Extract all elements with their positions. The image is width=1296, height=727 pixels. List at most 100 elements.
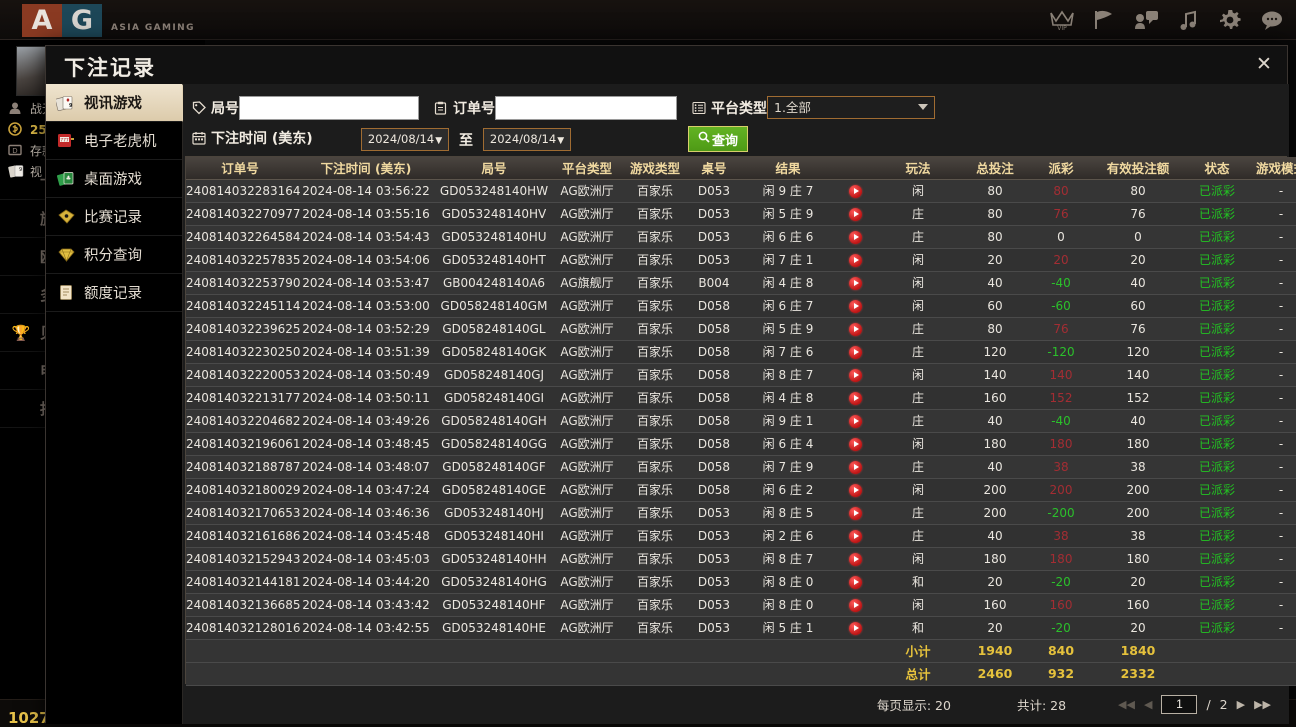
play-button-icon[interactable]: [848, 253, 862, 267]
table-row[interactable]: 240814032136685 2024-08-14 03:43:42 GD0532…: [186, 593, 1296, 617]
time-cell: 2024-08-14 03:48:07: [294, 455, 438, 479]
result-cell: 闲 8 庄 0: [742, 570, 834, 594]
table-row[interactable]: 240814032257835 2024-08-14 03:54:06 GD0532…: [186, 248, 1296, 272]
next-page-icon[interactable]: ▶: [1236, 697, 1246, 711]
last-page-icon[interactable]: ▶▶: [1254, 697, 1271, 711]
bet-amount-cell: 200: [960, 501, 1030, 525]
table-row[interactable]: 240814032283164 2024-08-14 03:56:22 GD0532…: [186, 179, 1296, 203]
play-button-icon[interactable]: [848, 621, 862, 635]
music-note-icon[interactable]: [1172, 4, 1204, 36]
date-from-picker[interactable]: 2024/08/14▼: [361, 128, 449, 151]
mode-cell: -: [1250, 271, 1296, 295]
table-row[interactable]: 240814032144181 2024-08-14 03:44:20 GD0532…: [186, 570, 1296, 594]
payout-cell: 180: [1030, 432, 1092, 456]
valid-bet-cell: 20: [1092, 616, 1184, 640]
replay-cell: [834, 363, 876, 387]
play-button-icon[interactable]: [848, 506, 862, 520]
support-headset-icon[interactable]: [1130, 4, 1162, 36]
play-button-icon[interactable]: [848, 552, 862, 566]
table-row[interactable]: 240814032170653 2024-08-14 03:46:36 GD0532…: [186, 501, 1296, 525]
play-button-icon[interactable]: [848, 437, 862, 451]
play-button-icon[interactable]: [848, 184, 862, 198]
flag-icon[interactable]: [1088, 4, 1120, 36]
order-input[interactable]: [495, 96, 677, 120]
play-button-icon[interactable]: [848, 460, 862, 474]
table-row[interactable]: 240814032196061 2024-08-14 03:48:45 GD0582…: [186, 432, 1296, 456]
table-row[interactable]: 240814032264584 2024-08-14 03:54:43 GD0532…: [186, 225, 1296, 249]
list-icon: [691, 100, 706, 115]
sidebar-item-match-records[interactable]: 比赛记录: [46, 198, 182, 236]
sidebar-item-points-query[interactable]: 积分查询: [46, 236, 182, 274]
col-bet: 总投注: [960, 157, 1030, 180]
close-icon[interactable]: ✕: [1256, 53, 1272, 75]
platform-select[interactable]: 1.全部: [767, 96, 935, 119]
table-row[interactable]: 240814032161686 2024-08-14 03:45:48 GD0532…: [186, 524, 1296, 548]
table-no-cell: D058: [686, 317, 742, 341]
chat-bubble-icon[interactable]: [1256, 4, 1288, 36]
sidebar-item-table-games[interactable]: ♣ 桌面游戏: [46, 160, 182, 198]
play-type-cell: 和: [876, 570, 960, 594]
vip-crown-icon[interactable]: VIP: [1046, 4, 1078, 36]
sidebar-item-slot-machine[interactable]: 777 电子老虎机: [46, 122, 182, 160]
result-cell: 闲 8 庄 7: [742, 547, 834, 571]
game-type-cell: 百家乐: [624, 340, 686, 364]
play-button-icon[interactable]: [848, 322, 862, 336]
play-button-icon[interactable]: [848, 368, 862, 382]
play-button-icon[interactable]: [848, 529, 862, 543]
table-row[interactable]: 240814032230250 2024-08-14 03:51:39 GD0582…: [186, 340, 1296, 364]
query-button[interactable]: 查询: [688, 126, 748, 152]
round-cell: GD053248140HV: [438, 202, 550, 226]
video-row[interactable]: 9 视: [8, 161, 198, 182]
play-button-icon[interactable]: [848, 345, 862, 359]
col-valid-bet: 有效投注额: [1092, 157, 1184, 180]
table-row[interactable]: 240814032128016 2024-08-14 03:42:55 GD0532…: [186, 616, 1296, 640]
date-to-picker[interactable]: 2024/08/14▼: [483, 128, 571, 151]
video-label: 视: [30, 165, 43, 179]
col-platform: 平台类型: [550, 157, 624, 180]
status-cell: 已派彩: [1184, 478, 1250, 502]
time-label: 下注时间 (美东): [211, 131, 313, 147]
play-type-cell: 闲: [876, 179, 960, 203]
sidebar-item-video-games[interactable]: ♦ 9 视讯游戏: [46, 84, 195, 122]
table-row[interactable]: 240814032188787 2024-08-14 03:48:07 GD0582…: [186, 455, 1296, 479]
play-button-icon[interactable]: [848, 391, 862, 405]
platform-cell: AG欧洲厅: [550, 547, 624, 571]
order-cell: 240814032220053: [186, 363, 301, 387]
play-button-icon[interactable]: [848, 575, 862, 589]
first-page-icon[interactable]: ◀◀: [1118, 697, 1135, 711]
bet-amount-cell: 160: [960, 386, 1030, 410]
play-button-icon[interactable]: [848, 483, 862, 497]
round-input[interactable]: [239, 96, 419, 120]
game-type-cell: 百家乐: [624, 455, 686, 479]
table-row[interactable]: 240814032152943 2024-08-14 03:45:03 GD0532…: [186, 547, 1296, 571]
play-button-icon[interactable]: [848, 299, 862, 313]
sidebar-item-credit-records[interactable]: 额度记录: [46, 274, 182, 312]
page-input[interactable]: [1161, 694, 1198, 714]
round-cell: GD053248140HE: [438, 616, 550, 640]
prev-page-icon[interactable]: ◀: [1143, 697, 1153, 711]
result-cell: 闲 5 庄 1: [742, 616, 834, 640]
table-row[interactable]: 240814032220053 2024-08-14 03:50:49 GD0582…: [186, 363, 1296, 387]
table-row[interactable]: 240814032239625 2024-08-14 03:52:29 GD0582…: [186, 317, 1296, 341]
table-row[interactable]: 240814032213177 2024-08-14 03:50:11 GD0582…: [186, 386, 1296, 410]
table-row[interactable]: 240814032253790 2024-08-14 03:53:47 GB0042…: [186, 271, 1296, 295]
time-cell: 2024-08-14 03:48:45: [294, 432, 438, 456]
play-button-icon[interactable]: [848, 230, 862, 244]
mode-cell: -: [1250, 317, 1296, 341]
table-row[interactable]: 240814032180029 2024-08-14 03:47:24 GD0582…: [186, 478, 1296, 502]
table-row[interactable]: 240814032204682 2024-08-14 03:49:26 GD0582…: [186, 409, 1296, 433]
payout-cell: 140: [1030, 363, 1092, 387]
replay-cell: [834, 547, 876, 571]
status-cell: 已派彩: [1184, 547, 1250, 571]
date-to-value: 2024/08/14: [489, 132, 557, 146]
gear-icon[interactable]: [1214, 4, 1246, 36]
table-row[interactable]: 240814032270977 2024-08-14 03:55:16 GD0532…: [186, 202, 1296, 226]
play-button-icon[interactable]: [848, 598, 862, 612]
site-logo[interactable]: A G ASIA GAMING: [22, 4, 195, 37]
play-button-icon[interactable]: [848, 207, 862, 221]
play-button-icon[interactable]: [848, 276, 862, 290]
play-button-icon[interactable]: [848, 414, 862, 428]
table-row[interactable]: 240814032245114 2024-08-14 03:53:00 GD0582…: [186, 294, 1296, 318]
valid-bet-cell: 20: [1092, 248, 1184, 272]
order-cell: 240814032270977: [186, 202, 301, 226]
